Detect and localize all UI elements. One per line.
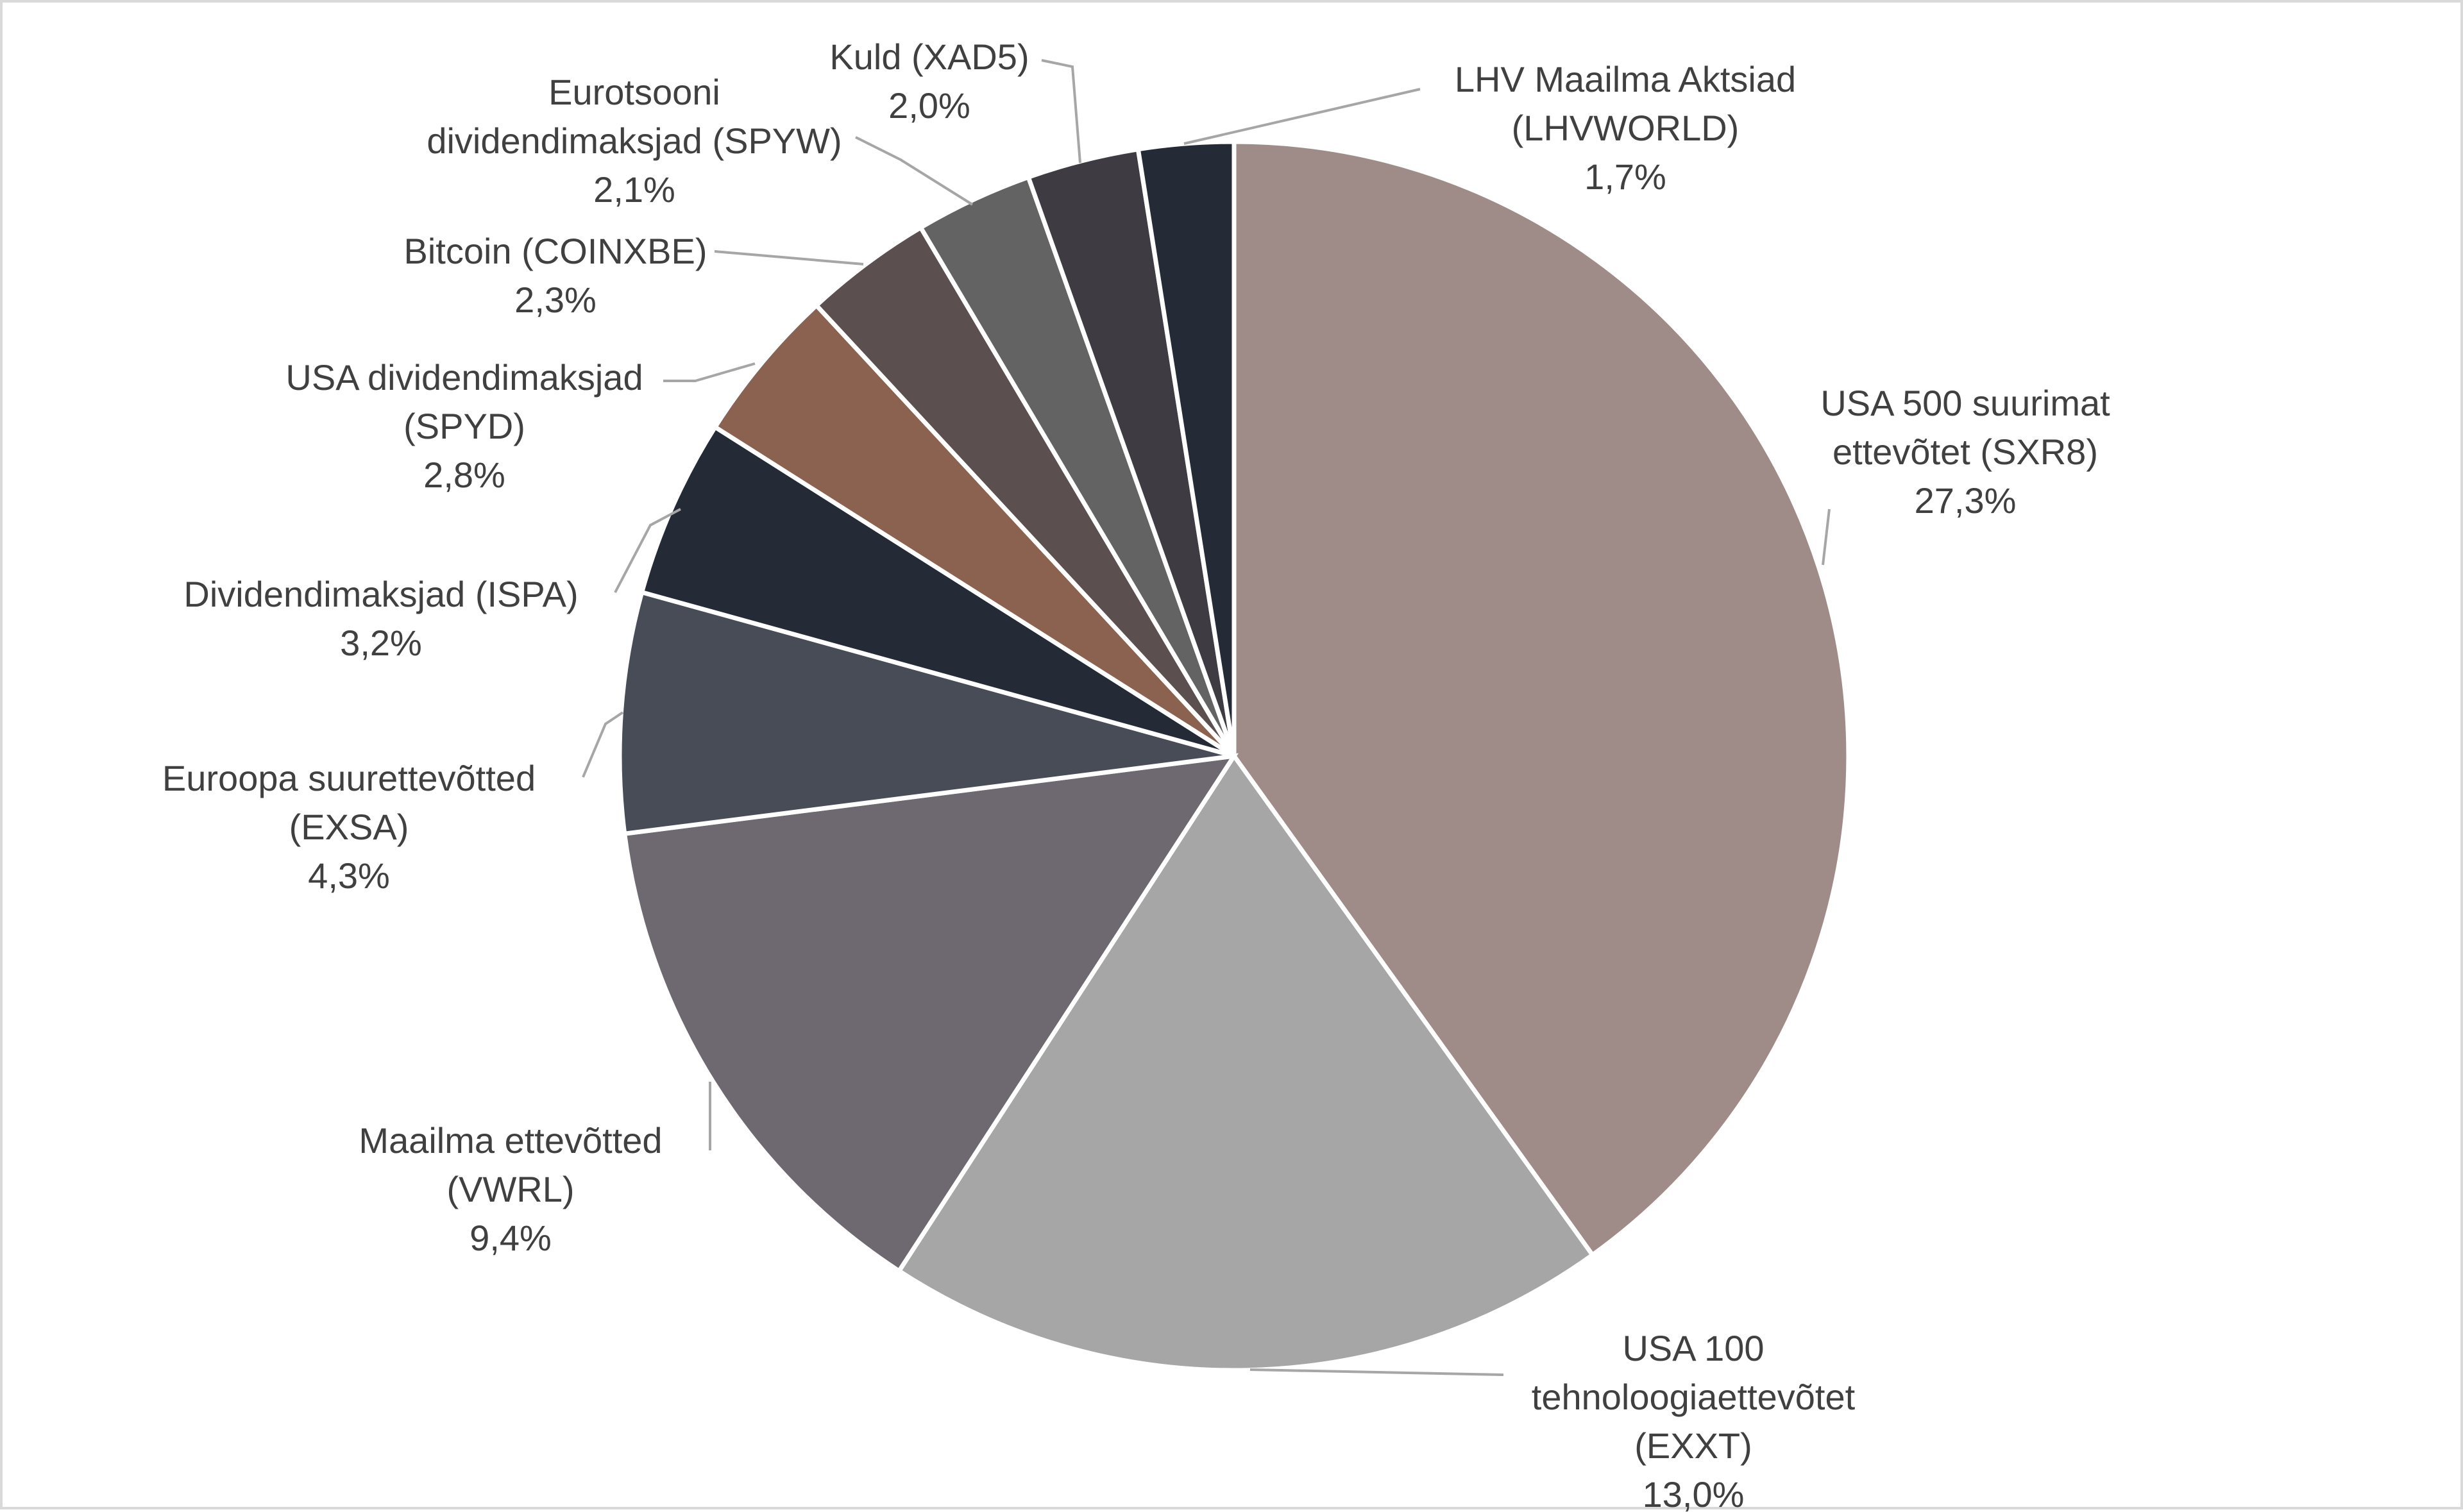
data-label-8: Eurotsooni dividendimaksjad (SPYW) 2,1% — [427, 72, 842, 210]
pie-slice-2 — [895, 752, 1596, 1373]
data-label-7: Bitcoin (COINXBE) 2,3% — [404, 231, 707, 320]
data-label-line: USA dividendimaksjad — [285, 357, 643, 398]
data-label-line: Eurotsooni — [548, 72, 720, 112]
leader-line-1 — [1822, 508, 1831, 566]
leader-line-7 — [714, 250, 864, 265]
data-label-percent: 9,4% — [470, 1218, 552, 1258]
pie-chart: USA 500 suurimat ettevõtet (SXR8) 27,3%USA… — [162, 37, 2110, 1512]
data-label-percent: 1,7% — [1584, 156, 1666, 197]
pie-slice-3 — [622, 753, 1239, 1274]
data-label-percent: 3,2% — [340, 623, 422, 663]
leader-line-2 — [1249, 1368, 1504, 1376]
data-label-line: ettevõtet (SXR8) — [1832, 432, 2098, 472]
leader-line-10 — [1183, 88, 1421, 145]
data-label-2: USA 100 tehnoloogiaettevõtet (EXXT) 13,0% — [1532, 1328, 1856, 1512]
data-label-line: Maailma ettevõtted — [359, 1120, 662, 1161]
data-label-percent: 2,1% — [593, 169, 675, 210]
data-label-line: (SPYD) — [403, 406, 525, 446]
data-label-line: Dividendimaksjad (ISPA) — [183, 574, 578, 614]
data-label-5: Dividendimaksjad (ISPA) 3,2% — [183, 574, 578, 663]
data-label-line: Bitcoin (COINXBE) — [404, 231, 707, 271]
labels-layer: USA 500 suurimat ettevõtet (SXR8) 27,3%USA… — [162, 37, 2110, 1512]
data-label-10: LHV Maailma Aktsiad (LHVWORLD) 1,7% — [1455, 59, 1796, 197]
leader-line-6 — [663, 362, 756, 382]
data-label-percent: 2,8% — [423, 455, 505, 495]
data-label-line: Kuld (XAD5) — [829, 37, 1029, 77]
pie-slice-1 — [1232, 139, 1851, 1258]
data-label-percent: 2,3% — [514, 280, 597, 320]
data-label-percent: 4,3% — [308, 855, 390, 896]
data-label-line: (EXXT) — [1634, 1425, 1752, 1466]
data-label-line: Euroopa suurettevõtted — [162, 758, 536, 798]
data-label-line: (LHVWORLD) — [1512, 108, 1739, 148]
data-label-percent: 13,0% — [1643, 1474, 1745, 1512]
data-label-3: Maailma ettevõtted (VWRL) 9,4% — [359, 1120, 662, 1258]
data-label-4: Euroopa suurettevõtted (EXSA) 4,3% — [162, 758, 536, 896]
data-label-9: Kuld (XAD5) 2,0% — [829, 37, 1029, 126]
data-label-line: (EXSA) — [289, 807, 409, 847]
data-label-line: (VWRL) — [446, 1169, 574, 1209]
data-label-line: LHV Maailma Aktsiad — [1455, 59, 1796, 99]
leader-line-9 — [1041, 59, 1081, 164]
pie-slice-5 — [639, 424, 1235, 759]
leader-line-5 — [614, 508, 681, 593]
data-label-percent: 2,0% — [888, 85, 970, 126]
leader-line-4 — [582, 711, 624, 778]
data-label-line: USA 500 suurimat — [1820, 383, 2110, 423]
leaders-layer — [582, 59, 1831, 1376]
data-label-line: dividendimaksjad (SPYW) — [427, 121, 842, 161]
slices-layer — [617, 139, 1851, 1373]
pie-slice-6 — [712, 302, 1236, 758]
data-label-line: tehnoloogiaettevõtet — [1532, 1377, 1856, 1417]
data-label-1: USA 500 suurimat ettevõtet (SXR8) 27,3% — [1820, 383, 2110, 521]
data-label-6: USA dividendimaksjad (SPYD) 2,8% — [285, 357, 643, 495]
data-label-percent: 27,3% — [1915, 480, 2017, 521]
leader-line-8 — [855, 136, 974, 206]
data-label-line: USA 100 — [1622, 1328, 1764, 1368]
